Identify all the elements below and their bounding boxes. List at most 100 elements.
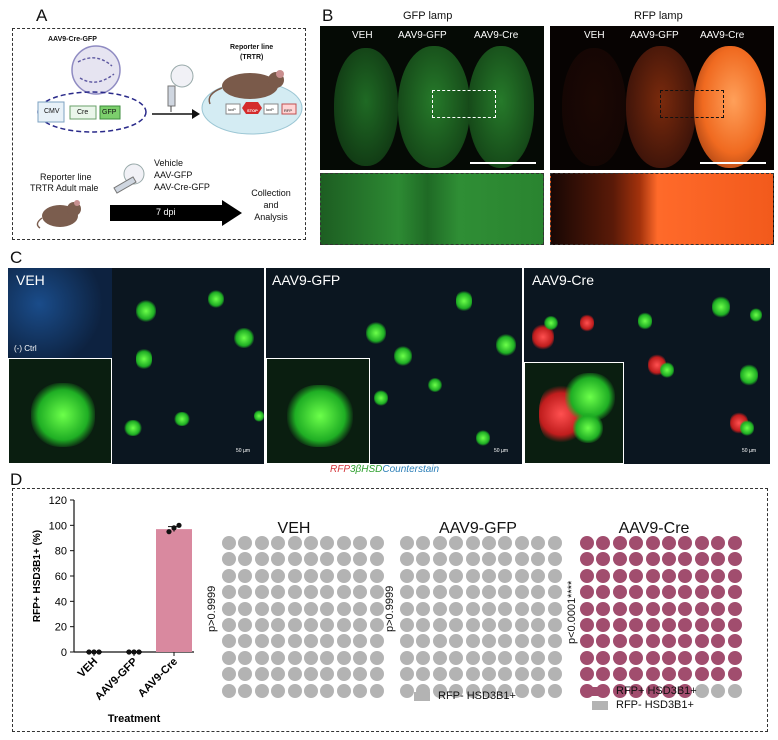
waffle-dot-positive [596,617,611,632]
waffle-dot-negative [320,617,335,632]
waffle-dot-negative [336,667,351,682]
waffle-dot-positive [612,552,627,567]
treatment-aav-gfp: AAV-GFP [154,170,193,180]
waffle-dot-positive [612,568,627,583]
waffle-dot-positive [645,536,660,550]
legend-label-negative-2: RFP- HSD3B1+ [616,699,694,711]
waffle-dot-positive [580,667,594,682]
gfp-lamp-label: GFP lamp [403,10,453,22]
waffle-dot-negative [531,634,546,649]
scale-bar-aav9-cre: 50 µm [742,448,756,454]
waffle-dot-negative [498,667,513,682]
y-tick-label: 80 [55,546,67,558]
waffle-dot-positive [645,585,660,600]
waffle-dot-positive [694,650,709,665]
waffle-dot-negative [271,683,286,698]
gfp-group-veh: VEH [352,30,373,41]
x-tick-label: AAV9-GFP [93,656,140,703]
waffle-dot-negative [465,617,480,632]
waffle-dot-negative [254,568,269,583]
subject-line-1: Reporter line [40,172,92,182]
waffle-dot-positive [678,667,693,682]
y-axis-label: RFP+ HSD3B1+ (%) [32,530,43,622]
waffle-dot-negative [353,617,368,632]
waffle-dot-positive [694,536,709,550]
waffle-dot-negative [514,552,529,567]
waffle-dot-negative [400,683,414,698]
loxp-label-2: loxP [266,107,274,112]
waffle-dot-positive [580,585,594,600]
waffle-dot-positive [694,568,709,583]
waffle-dot-negative [498,568,513,583]
waffle-dot-negative [254,601,269,616]
loxp-label-1: loxP [228,107,236,112]
waffle-dot-negative [238,585,253,600]
waffle-dot-negative [303,683,318,698]
y-tick-label: 60 [55,571,67,583]
waffle-dot-negative [400,601,414,616]
waffle-dot-negative [465,568,480,583]
waffle-dot-positive [629,667,644,682]
waffle-dot-negative [369,617,384,632]
waffle-dot-negative [320,601,335,616]
waffle-dot-negative [547,617,562,632]
waffle-dot-negative [547,536,562,550]
waffle-dot-positive [596,568,611,583]
micrograph-aav9-gfp [266,268,522,464]
data-point [166,529,172,535]
rfp-lamp-label: RFP lamp [634,10,683,22]
waffle-dot-negative [303,601,318,616]
waffle-dot-negative [238,634,253,649]
waffle-dot-negative [547,601,562,616]
waffle-dot-positive [580,568,594,583]
waffle-dot-negative [432,650,447,665]
waffle-dot-negative [271,650,286,665]
waffle-dot-positive [678,650,693,665]
waffle-dot-negative [531,568,546,583]
waffle-dot-negative [369,568,384,583]
waffle-dot-positive [711,585,726,600]
waffle-dot-negative [271,536,286,550]
waffle-dot-positive [727,552,742,567]
waffle-dot-negative [353,568,368,583]
waffle-dot-positive [645,601,660,616]
waffle-dot-positive [596,601,611,616]
waffle-dot-negative [320,585,335,600]
waffle-dot-positive [711,617,726,632]
waffle-dot-negative [222,585,236,600]
waffle-dot-negative [287,634,302,649]
waffle-dot-positive [612,585,627,600]
stain-3bhsd: 3βHSD [350,464,383,475]
waffle-dot-negative [465,536,480,550]
waffle-dot-negative [222,601,236,616]
waffle-dot-negative [320,634,335,649]
rfp-gene-label: RFP [284,108,292,113]
waffle-dot-negative [238,601,253,616]
waffle-dot-negative [303,568,318,583]
waffle-title-aav9-cre: AAV9-Cre [618,520,690,537]
waffle-dot-negative [320,667,335,682]
waffle-dot-negative [481,667,496,682]
waffle-title-aav9-gfp: AAV9-GFP [439,520,517,537]
panel-label-c: C [10,248,23,267]
waffle-dot-negative [481,683,496,698]
waffle-dot-positive [629,552,644,567]
waffle-dot-positive [612,667,627,682]
waffle-dot-negative [416,568,431,583]
waffle-dot-negative [514,650,529,665]
waffle-dot-negative [400,667,414,682]
waffle-dot-positive [629,568,644,583]
y-tick-label: 0 [61,647,67,659]
waffle-dot-negative [271,634,286,649]
waffle-dot-negative [514,617,529,632]
stop-label: STOP [247,108,258,113]
waffle-dot-negative [222,683,236,698]
waffle-dot-negative [353,601,368,616]
waffle-dot-negative [271,552,286,567]
subject-line-2: TRTR Adult male [30,183,99,193]
waffle-dot-negative [465,634,480,649]
timeline-label: 7 dpi [156,207,176,217]
syringe-icon [167,64,194,112]
waffle-dot-negative [238,683,253,698]
waffle-dot-negative [416,667,431,682]
